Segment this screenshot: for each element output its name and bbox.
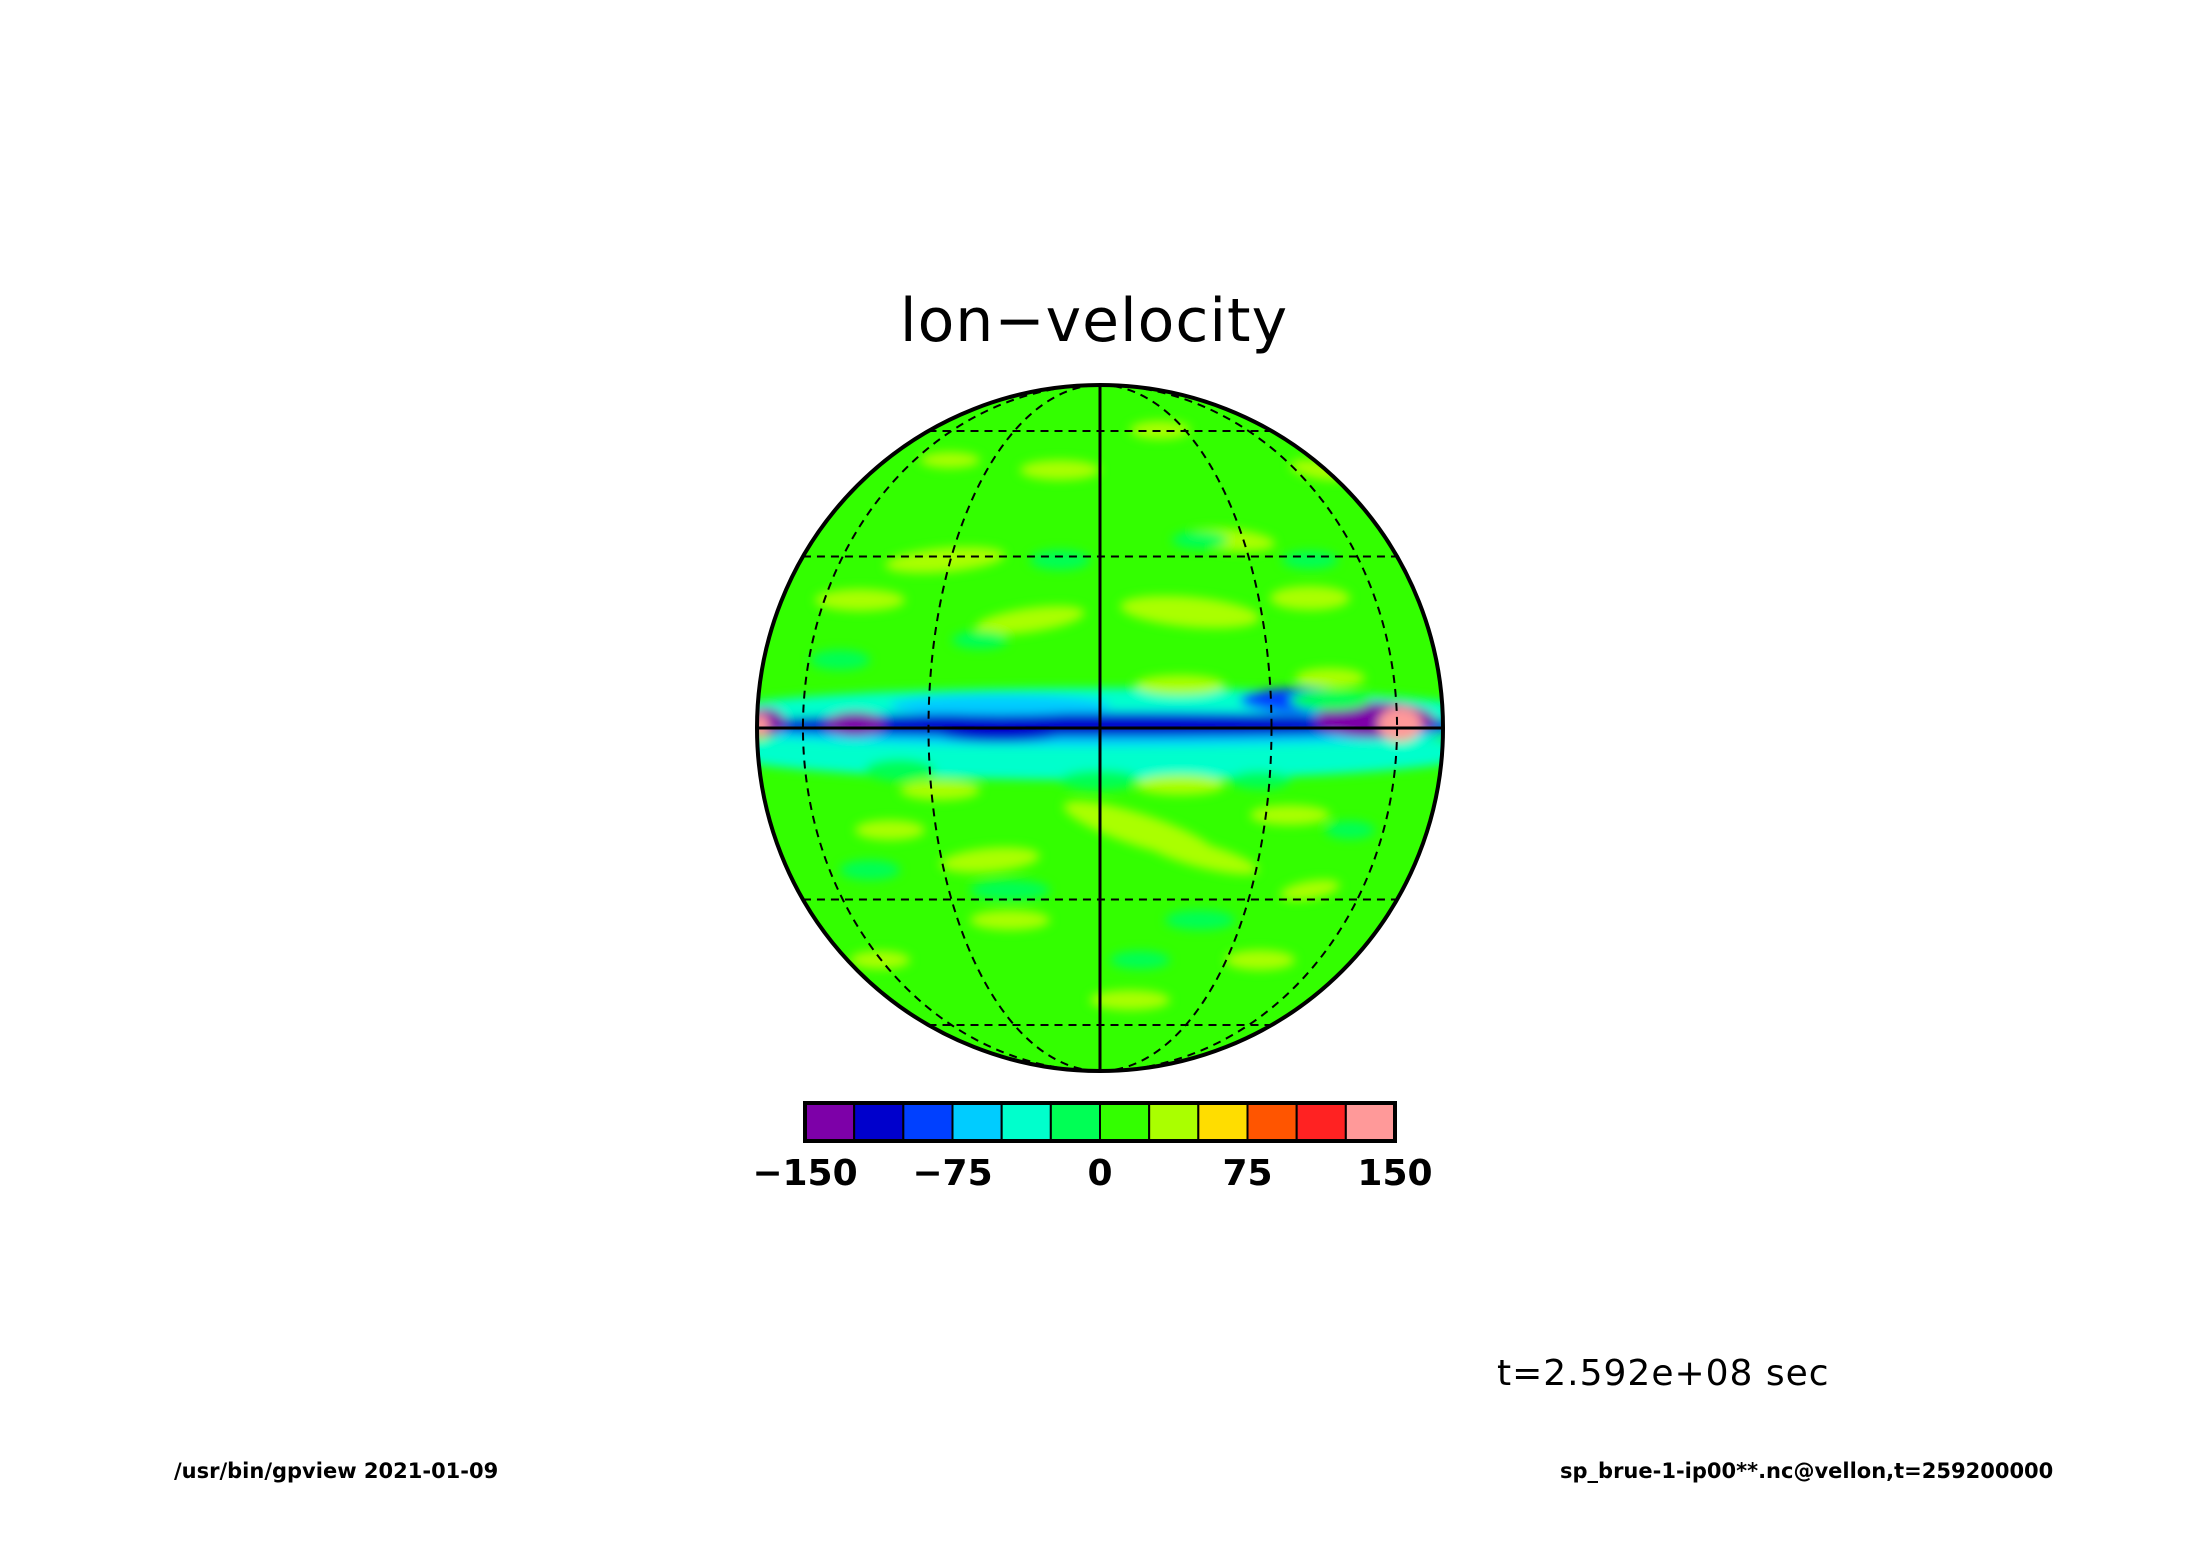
colorbar-swatch xyxy=(1295,1102,1347,1142)
globe-outline xyxy=(755,383,1445,1073)
field-blob xyxy=(975,605,1085,635)
colorbar-swatch xyxy=(853,1102,905,1142)
field-blob xyxy=(1325,821,1375,839)
field-blob xyxy=(1141,835,1259,875)
field-blob xyxy=(970,910,1050,930)
field-blob xyxy=(1120,595,1260,629)
field-blob xyxy=(855,820,925,840)
field-blob xyxy=(840,860,900,880)
field-blob xyxy=(1295,668,1365,688)
time-annotation: t=2.592e+08 sec xyxy=(1497,1353,1830,1394)
field-blob xyxy=(952,631,1008,649)
field-blob xyxy=(1172,531,1228,549)
field-blob xyxy=(970,880,1050,900)
field-blob xyxy=(1135,675,1225,695)
field-blob xyxy=(1030,550,1090,570)
colorbar-swatch xyxy=(1148,1102,1200,1142)
field-blob xyxy=(865,759,935,781)
field-blob xyxy=(1290,690,1370,710)
field-blob xyxy=(1135,775,1225,795)
field-blob xyxy=(930,718,1070,742)
field-blob xyxy=(1110,951,1170,969)
field-blob xyxy=(1250,805,1330,825)
field-blob xyxy=(757,714,769,738)
colorbar-tick-label: −75 xyxy=(912,1153,993,1194)
colorbar xyxy=(803,1101,1397,1143)
colorbar-swatch xyxy=(1049,1102,1102,1142)
field-blob xyxy=(1225,950,1295,970)
colorbar-tick-label: 0 xyxy=(1087,1153,1113,1194)
field-blob xyxy=(810,650,870,670)
field-blob xyxy=(1020,460,1100,480)
colorbar-swatch xyxy=(902,1102,954,1142)
field-blob xyxy=(815,589,905,611)
field-blob xyxy=(1378,707,1422,741)
chart-title: lon−velocity xyxy=(899,286,1289,356)
field-blob xyxy=(1230,771,1290,789)
colorbar-swatch xyxy=(1197,1102,1249,1142)
field-blob xyxy=(900,780,980,800)
colorbar-tick-label: 75 xyxy=(1222,1153,1273,1194)
field-blob xyxy=(1270,586,1350,610)
colorbar-swatch xyxy=(951,1102,1003,1142)
field-blob xyxy=(885,546,1005,574)
footer-left-label: /usr/bin/gpview 2021-01-09 xyxy=(174,1459,499,1483)
footer-right-label: sp_brue-1-ip00**.nc@vellon,t=259200000 xyxy=(1560,1459,2054,1483)
colorbar-frame xyxy=(803,1101,1397,1143)
colorbar-swatch xyxy=(1246,1102,1298,1142)
colorbar-swatch xyxy=(804,1102,856,1142)
colorbar-tick-label: 150 xyxy=(1357,1153,1433,1194)
field-blob xyxy=(1165,910,1235,930)
field-blob xyxy=(825,712,885,736)
field-blob xyxy=(1090,990,1170,1010)
colorbar-swatch xyxy=(1000,1102,1052,1142)
field-blob xyxy=(1280,879,1340,901)
field-blob xyxy=(920,452,980,468)
field-blob xyxy=(1282,551,1338,569)
colorbar-swatch xyxy=(1344,1102,1397,1142)
colorbar-tick-label: −150 xyxy=(752,1153,858,1194)
field-blob xyxy=(940,847,1040,873)
colorbar-swatch xyxy=(1099,1102,1151,1142)
field-blob xyxy=(890,695,1110,715)
graticule xyxy=(755,383,1445,1073)
